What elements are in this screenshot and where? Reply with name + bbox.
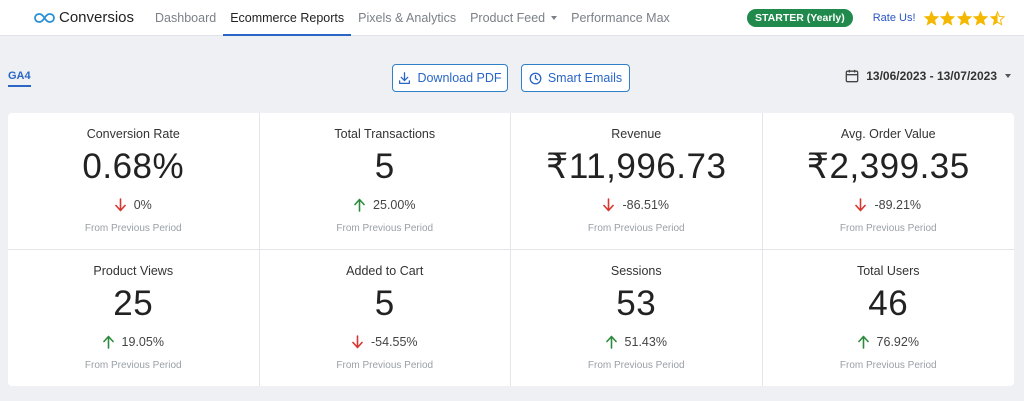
star-icon[interactable] [923,10,939,26]
tab-ga4[interactable]: GA4 [8,70,31,87]
top-navbar: Conversios Dashboard Ecommerce Reports P… [0,0,1024,36]
metric-card: Total Users 46 76.92% From Previous Period [763,250,1015,387]
half-star-icon[interactable] [989,10,1005,26]
metric-title: Conversion Rate [86,127,180,141]
nav-product-feed[interactable]: Product Feed [463,0,564,36]
metric-title: Total Transactions [334,127,436,141]
metric-change-value: 51.43% [624,334,667,349]
infinity-logo-icon [34,12,55,23]
download-pdf-button[interactable]: Download PDF [392,64,508,92]
metric-change-value: 76.92% [876,334,919,349]
metric-change-value: -86.51% [622,198,670,212]
arrow-down-icon [855,198,867,212]
metric-note: From Previous Period [84,359,182,371]
star-icon[interactable] [940,10,955,26]
metric-title: Revenue [611,127,662,141]
brand-name: Conversios [59,9,135,26]
nav-pixels-analytics[interactable]: Pixels & Analytics [351,0,463,36]
smart-emails-button[interactable]: Smart Emails [521,64,630,92]
nav-label: Performance Max [571,10,670,25]
metric-value: 53 [616,283,657,323]
metric-card: Added to Cart 5 -54.55% From Previous Perio… [260,249,511,386]
metric-card: Revenue ₹11,996.73 -86.51% From Previous Pe… [511,113,763,250]
metric-change-value: 19.05% [121,334,164,349]
metric-change: 76.92% [763,335,1015,349]
arrow-up-icon [857,335,869,349]
metric-value: 5 [374,283,395,323]
metric-change-value: -54.55% [370,334,418,349]
metric-value: 46 [868,283,909,323]
metric-card: Conversion Rate 0.68% 0% From Previous Peri… [8,113,260,250]
metric-value: 25 [113,283,154,323]
metric-note: From Previous Period [336,359,434,371]
nav-label: Ecommerce Reports [230,10,345,25]
nav-dashboard[interactable]: Dashboard [148,0,223,36]
metric-note: From Previous Period [587,223,685,234]
metric-change: -89.21% [763,198,1015,212]
smart-emails-label: Smart Emails [547,71,623,85]
metric-note: From Previous Period [336,223,434,234]
metric-change: -54.55% [260,335,511,349]
metric-note: From Previous Period [839,223,937,234]
arrow-up-icon [605,335,617,349]
header-right: STARTER (Yearly) Rate Us! [747,0,1006,36]
metric-title: Sessions [610,263,662,278]
arrow-up-icon [102,335,114,349]
rate-us-link[interactable]: Rate Us! [872,12,916,24]
nav-label: Dashboard [155,10,217,25]
metric-title: Total Users [856,263,920,278]
arrow-down-icon [114,198,126,212]
metric-change: 25.00% [260,198,511,212]
rating-stars[interactable] [923,10,1007,26]
metric-card: Sessions 53 51.43% From Previous Period [511,249,763,386]
metric-change-value: 25.00% [373,198,416,212]
chevron-down-icon [1005,74,1011,78]
metric-note: From Previous Period [84,223,182,234]
main-nav: Dashboard Ecommerce Reports Pixels & Ana… [148,0,677,36]
metrics-grid: Conversion Rate 0.68% 0% From Previous Peri… [8,113,1014,386]
arrow-down-icon [603,198,615,212]
nav-ecommerce-reports[interactable]: Ecommerce Reports [223,0,352,36]
star-icon[interactable] [973,10,988,26]
date-range-text: 13/06/2023 - 13/07/2023 [866,69,997,83]
metric-value: ₹2,399.35 [806,147,970,186]
metric-title: Avg. Order Value [840,127,936,141]
download-icon [399,71,411,84]
date-range-picker[interactable]: 13/06/2023 - 13/07/2023 [845,69,1011,83]
arrow-up-icon [354,198,365,212]
metric-value: 0.68% [82,147,185,186]
nav-performance-max[interactable]: Performance Max [564,0,677,36]
metric-value: 5 [374,147,395,186]
metric-change: -86.51% [511,198,762,212]
arrow-down-icon [352,334,363,348]
metric-change: 19.05% [8,335,259,349]
nav-label: Product Feed [470,10,546,25]
metric-change: 51.43% [511,335,762,349]
download-pdf-label: Download PDF [417,71,502,85]
metric-note: From Previous Period [587,359,685,371]
clock-icon [529,72,542,84]
brand[interactable]: Conversios [34,0,134,36]
metric-card: Avg. Order Value ₹2,399.35 -89.21% From Pre… [762,113,1015,250]
metric-title: Added to Cart [346,263,424,278]
metric-change-value: -89.21% [874,198,922,212]
metric-change-value: 0% [133,198,152,212]
plan-badge: STARTER (Yearly) [747,9,853,27]
metric-value: ₹11,996.73 [546,147,727,186]
calendar-icon [845,69,859,83]
metric-card: Product Views 25 19.05% From Previous Perio… [8,249,260,386]
metric-card: Total Transactions 5 25.00% From Previous P… [259,113,511,250]
metric-note: From Previous Period [839,359,937,371]
nav-label: Pixels & Analytics [358,10,457,25]
chevron-down-icon [551,15,558,20]
star-icon[interactable] [956,10,972,26]
metric-title: Product Views [93,263,174,278]
metric-change: 0% [8,198,259,212]
